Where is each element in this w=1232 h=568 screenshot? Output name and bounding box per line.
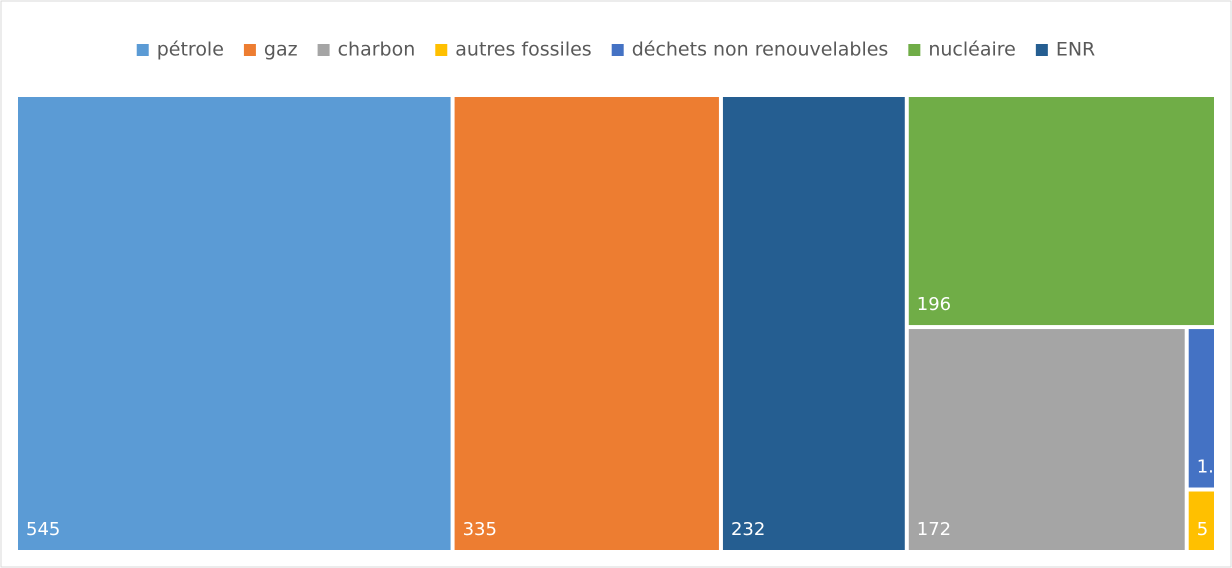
legend-swatch <box>317 44 330 56</box>
tile <box>908 329 1185 550</box>
tile <box>1188 491 1214 550</box>
tile <box>908 97 1214 326</box>
tile <box>18 97 451 550</box>
legend-label: nucléaire <box>928 39 1016 61</box>
legend-swatch <box>435 44 448 56</box>
legend-label: ENR <box>1056 39 1095 61</box>
legend-swatch <box>243 44 256 56</box>
legend-label: pétrole <box>157 39 224 61</box>
tile-label: 232 <box>731 519 765 540</box>
legend-label: gaz <box>264 39 298 61</box>
tile <box>454 97 719 550</box>
tile-label: 545 <box>26 519 60 540</box>
tile-label: 5 <box>1197 519 1208 540</box>
legend-label: autres fossiles <box>455 39 591 61</box>
legend-swatch <box>1035 44 1048 56</box>
tile <box>1188 329 1214 488</box>
legend-label: déchets non renouvelables <box>632 39 889 61</box>
tile-label: 335 <box>463 519 497 540</box>
legend-label: charbon <box>338 39 416 61</box>
tile-label: 172 <box>917 519 951 540</box>
legend-swatch <box>611 44 624 56</box>
tile-label: 196 <box>917 294 951 315</box>
tile <box>722 97 905 550</box>
tile-label: 1... <box>1197 457 1226 478</box>
legend-swatch <box>136 44 149 56</box>
legend-swatch <box>908 44 921 56</box>
